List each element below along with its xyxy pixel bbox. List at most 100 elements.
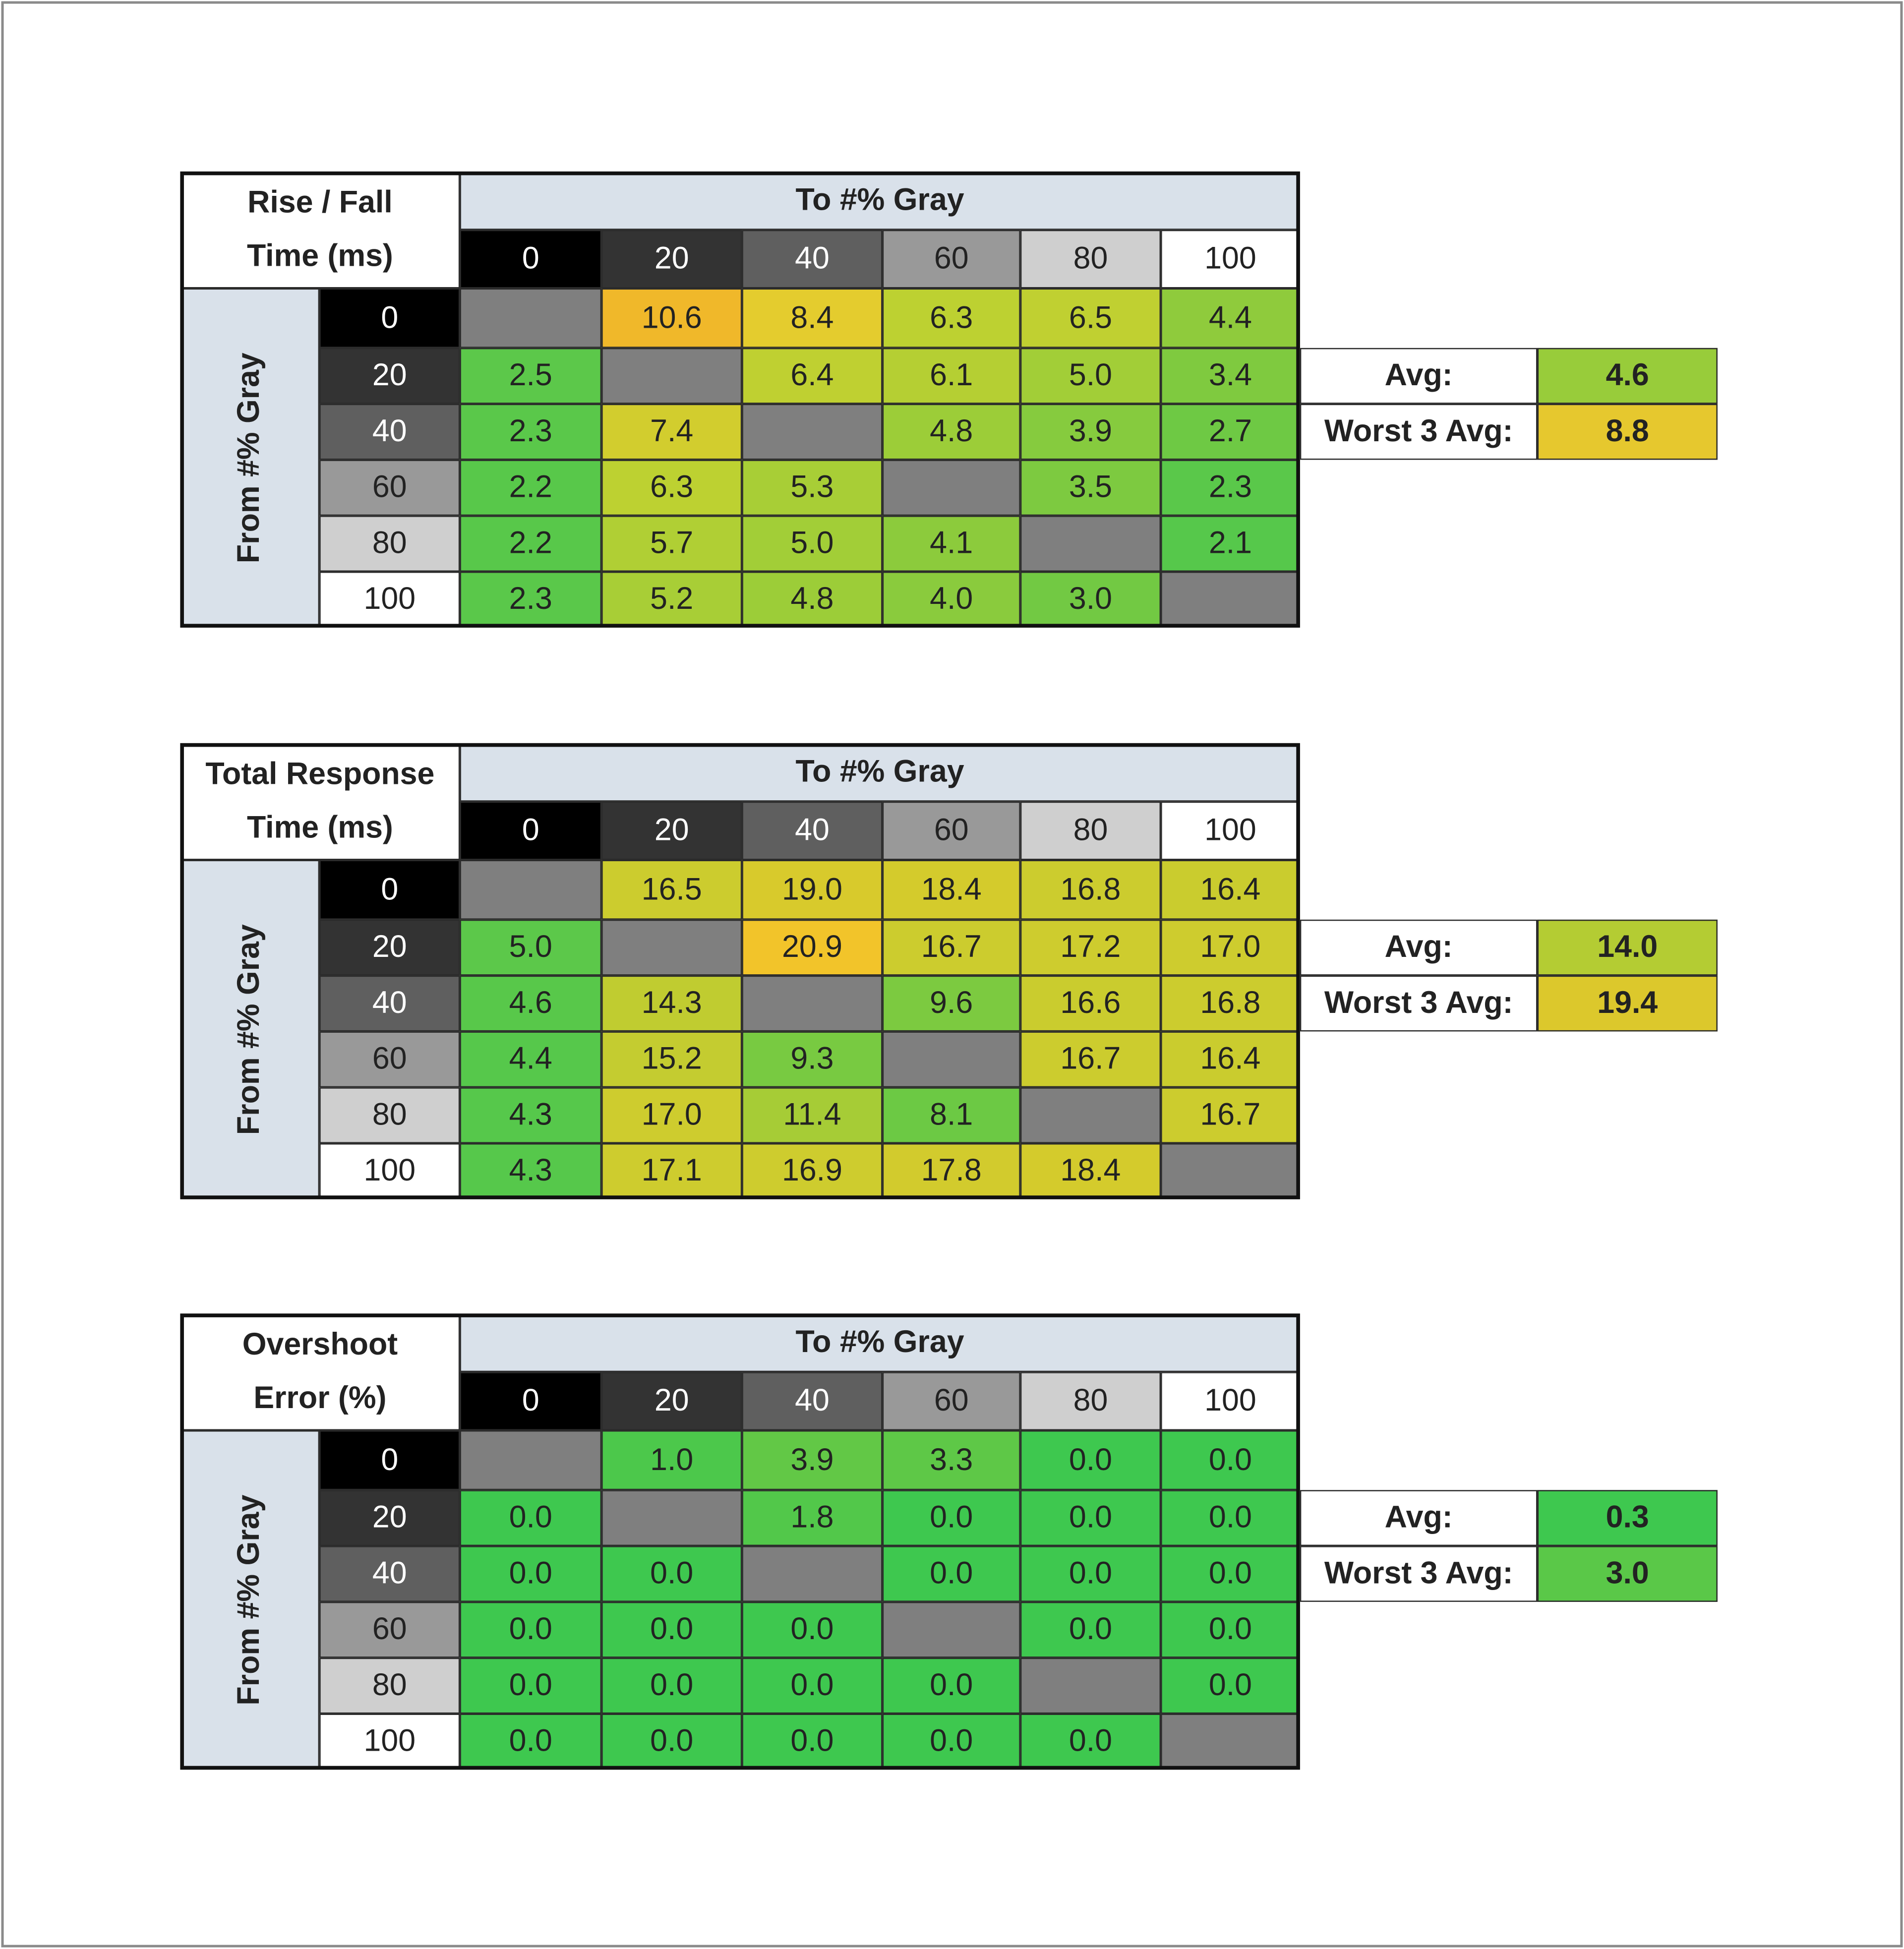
cell: 7.4: [601, 404, 742, 460]
column-header: To #% Gray: [460, 1313, 1300, 1372]
cell-text: 0.0: [1208, 1611, 1252, 1647]
cell-text: 6.3: [930, 300, 973, 335]
cell-text: 0.0: [1069, 1442, 1113, 1477]
cell-text: 0.0: [650, 1611, 694, 1647]
worst-label-text: Worst 3 Avg:: [1324, 985, 1513, 1020]
cell: 16.4: [1161, 1031, 1300, 1088]
cell: [601, 919, 742, 976]
column-label: 80: [1020, 230, 1161, 289]
cell: [1161, 1713, 1300, 1770]
cell: 18.4: [1020, 1143, 1161, 1199]
worst-value-text: 8.8: [1606, 413, 1649, 449]
cell-text: 0.0: [1069, 1611, 1113, 1647]
cell: 4.1: [882, 516, 1020, 572]
cell-text: 16.7: [1200, 1097, 1261, 1132]
row-label-text: 60: [372, 1041, 407, 1076]
cell: 8.1: [882, 1087, 1020, 1143]
cell-text: 16.8: [1060, 872, 1121, 907]
cell: [742, 404, 883, 460]
avg-label: Avg:: [1300, 348, 1538, 404]
cell-text: 1.0: [650, 1442, 694, 1477]
cell: 4.3: [460, 1143, 602, 1199]
cell: [1161, 571, 1300, 628]
row-label-text: 80: [372, 1097, 407, 1132]
cell-text: 7.4: [650, 413, 694, 449]
row-label: 80: [319, 516, 460, 572]
column-label-text: 0: [522, 241, 539, 276]
column-label-text: 40: [795, 1383, 830, 1418]
cell-text: 0.0: [1208, 1442, 1252, 1477]
cell: 0.0: [601, 1601, 742, 1658]
cell-text: 2.5: [509, 357, 552, 393]
cell-text: 4.3: [509, 1097, 552, 1132]
cell: 11.4: [742, 1087, 883, 1143]
cell-text: 4.0: [930, 582, 973, 617]
row-label: 40: [319, 975, 460, 1032]
column-label-text: 80: [1073, 1383, 1108, 1418]
cell: 6.3: [882, 288, 1020, 348]
column-label-text: 40: [795, 813, 830, 848]
cell: [1020, 516, 1161, 572]
row-label: 80: [319, 1657, 460, 1714]
row-header-text: From #% Gray: [232, 353, 267, 564]
cell: 0.0: [601, 1657, 742, 1714]
cell: 17.0: [1161, 919, 1300, 976]
avg-value-text: 4.6: [1606, 357, 1649, 393]
cell-text: 6.4: [790, 357, 834, 393]
column-label: 80: [1020, 801, 1161, 860]
cell: 16.9: [742, 1143, 883, 1199]
cell: [460, 288, 602, 348]
cell-text: 4.4: [1208, 300, 1252, 335]
cell: 3.5: [1020, 460, 1161, 516]
cell: 6.3: [601, 460, 742, 516]
cell: 0.0: [460, 1601, 602, 1658]
cell: [601, 348, 742, 404]
cell: [1161, 1143, 1300, 1199]
worst-label: Worst 3 Avg:: [1300, 1546, 1538, 1602]
cell-text: 0.0: [790, 1723, 834, 1759]
title-line: Rise / Fall: [247, 185, 393, 220]
cell-text: 4.4: [509, 1041, 552, 1076]
row-label: 40: [319, 1546, 460, 1602]
cell: 0.0: [742, 1713, 883, 1770]
cell-text: 16.5: [641, 872, 702, 907]
cell-text: 5.7: [650, 526, 694, 561]
column-label: 100: [1161, 230, 1300, 289]
row-label-text: 20: [372, 929, 407, 965]
cell: 16.6: [1020, 975, 1161, 1032]
cell: 10.6: [601, 288, 742, 348]
row-label-text: 40: [372, 413, 407, 449]
cell-text: 4.8: [930, 413, 973, 449]
cell-text: 8.4: [790, 300, 834, 335]
cell: 2.7: [1161, 404, 1300, 460]
worst-label: Worst 3 Avg:: [1300, 404, 1538, 460]
row-label: 0: [319, 1430, 460, 1490]
column-label-text: 100: [1204, 1383, 1256, 1418]
cell: 17.8: [882, 1143, 1020, 1199]
cell: 5.2: [601, 571, 742, 628]
cell: 0.0: [1020, 1546, 1161, 1602]
cell: 15.2: [601, 1031, 742, 1088]
column-label: 40: [742, 1372, 883, 1430]
cell: 3.9: [742, 1430, 883, 1490]
cell: 16.4: [1161, 860, 1300, 920]
cell-text: 16.7: [921, 929, 982, 965]
cell-text: 5.0: [509, 929, 552, 965]
row-label-text: 80: [372, 526, 407, 561]
cell-text: 1.8: [790, 1500, 834, 1535]
row-label: 100: [319, 1143, 460, 1199]
cell-text: 16.9: [781, 1153, 842, 1188]
cell-text: 2.3: [1208, 470, 1252, 505]
column-label-text: 80: [1073, 241, 1108, 276]
cell: 0.0: [460, 1657, 602, 1714]
cell-text: 3.9: [1069, 413, 1113, 449]
cell: [1020, 1087, 1161, 1143]
row-header-text: From #% Gray: [232, 1494, 267, 1706]
avg-label-text: Avg:: [1384, 357, 1453, 393]
column-label-text: 0: [522, 813, 539, 848]
title-line: Error (%): [253, 1380, 387, 1416]
column-header-text: To #% Gray: [795, 754, 964, 789]
column-label: 100: [1161, 1372, 1300, 1430]
row-label: 80: [319, 1087, 460, 1143]
cell-text: 16.4: [1200, 872, 1261, 907]
